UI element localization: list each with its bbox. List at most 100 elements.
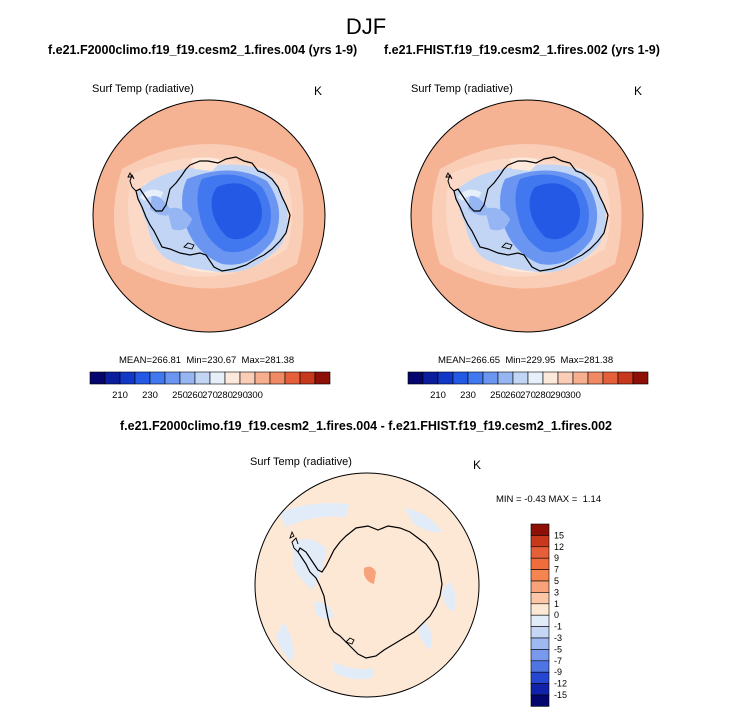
colorbar-swatch — [239, 371, 256, 385]
antarctica-coastline — [297, 525, 443, 659]
colorbar-swatch — [407, 371, 424, 385]
colorbar-tick-label: 300 — [565, 390, 581, 401]
colorbar-swatch — [254, 371, 271, 385]
antarctica-coastline — [135, 156, 291, 272]
colorbar-tick-label: 1 — [554, 599, 559, 609]
colorbar-swatch — [632, 371, 649, 385]
panel-right-case-title: f.e21.FHIST.f19_f19.cesm2_1.fires.002 (y… — [384, 43, 660, 57]
map-boundary — [410, 99, 644, 333]
panel-right-variable: Surf Temp (radiative) — [411, 83, 513, 95]
colorbar-swatch — [530, 626, 550, 639]
colorbar-swatch — [587, 371, 604, 385]
colorbar-tick-label: 250 — [172, 390, 188, 401]
panel-right-map — [410, 99, 644, 333]
colorbar-swatch — [530, 660, 550, 673]
panel-right-colorbar: 210 230 250 260 270 280 290 300 — [407, 371, 649, 401]
panel-left-units: K — [314, 84, 323, 98]
colorbar-swatch — [422, 371, 439, 385]
colorbar-swatch — [209, 371, 226, 385]
colorbar-tick-label: 290 — [232, 390, 248, 401]
colorbar-swatch — [89, 371, 106, 385]
colorbar-swatch — [530, 580, 550, 593]
diff-stats: MIN = -0.43 MAX = 1.14 — [496, 494, 602, 505]
colorbar-tick-label: -3 — [554, 633, 562, 643]
colorbar-tick-label: 280 — [535, 390, 551, 401]
panel-right-stats: MEAN=266.65 Min=229.95 Max=281.38 — [438, 355, 614, 366]
colorbar-swatch — [530, 694, 550, 707]
colorbar-swatch — [530, 671, 550, 684]
colorbar-swatch — [224, 371, 241, 385]
colorbar-tick-label: 210 — [112, 390, 128, 401]
diff-map — [254, 472, 480, 698]
panel-left-colorbar: 210 230 250 260 270 280 290 300 — [89, 371, 331, 401]
colorbar-tick-label: 9 — [554, 553, 559, 563]
cooling-patch — [279, 503, 349, 527]
map-boundary — [254, 472, 480, 698]
colorbar-swatch — [530, 557, 550, 570]
colorbar-tick-label: 15 — [554, 530, 564, 540]
colorbar-tick-label: 250 — [490, 390, 506, 401]
colorbar-swatch — [134, 371, 151, 385]
colorbar-swatch — [530, 569, 550, 582]
colorbar-tick-label: -1 — [554, 622, 562, 632]
colorbar-tick-label: 260 — [505, 390, 521, 401]
colorbar-swatch — [299, 371, 316, 385]
colorbar-swatch — [104, 371, 121, 385]
colorbar-swatch — [602, 371, 619, 385]
colorbar-swatch — [557, 371, 574, 385]
colorbar-tick-label: 3 — [554, 587, 559, 597]
colorbar-swatch — [194, 371, 211, 385]
colorbar-tick-label: 230 — [142, 390, 158, 401]
colorbar-swatch — [530, 535, 550, 548]
colorbar-tick-label: 0 — [554, 610, 559, 620]
colorbar-tick-label: 7 — [554, 565, 559, 575]
colorbar-swatch — [530, 523, 550, 536]
colorbar-tick-label: 230 — [460, 390, 476, 401]
colorbar-swatch — [527, 371, 544, 385]
panel-left-variable: Surf Temp (radiative) — [92, 83, 194, 95]
panel-left-map — [92, 99, 326, 333]
colorbar-swatch — [452, 371, 469, 385]
colorbar-swatch — [530, 683, 550, 696]
colorbar-tick-label: 280 — [217, 390, 233, 401]
colorbar-tick-label: -15 — [554, 690, 567, 700]
diff-variable: Surf Temp (radiative) — [250, 456, 352, 468]
diff-units: K — [473, 458, 482, 472]
figure-title: DJF — [345, 14, 387, 39]
panel-left-case-title: f.e21.F2000climo.f19_f19.cesm2_1.fires.0… — [48, 43, 358, 57]
diff-title: f.e21.F2000climo.f19_f19.cesm2_1.fires.0… — [120, 419, 612, 433]
colorbar-swatch — [314, 371, 331, 385]
colorbar-tick-label: 290 — [550, 390, 566, 401]
colorbar-swatch — [617, 371, 634, 385]
colorbar-swatch — [467, 371, 484, 385]
colorbar-swatch — [530, 592, 550, 605]
colorbar-tick-label: 270 — [202, 390, 218, 401]
colorbar-swatch — [437, 371, 454, 385]
colorbar-tick-label: 210 — [430, 390, 446, 401]
colorbar-swatch — [530, 614, 550, 627]
colorbar-tick-label: 300 — [247, 390, 263, 401]
colorbar-swatch — [164, 371, 181, 385]
colorbar-tick-label: -7 — [554, 656, 562, 666]
colorbar-swatch — [530, 649, 550, 662]
colorbar-tick-label: -12 — [554, 679, 567, 689]
colorbar-swatch — [530, 603, 550, 616]
colorbar-tick-label: 12 — [554, 542, 564, 552]
colorbar-swatch — [512, 371, 529, 385]
antarctica-coastline — [453, 156, 609, 272]
colorbar-swatch — [149, 371, 166, 385]
colorbar-swatch — [269, 371, 286, 385]
colorbar-tick-label: -9 — [554, 667, 562, 677]
colorbar-swatch — [530, 637, 550, 650]
colorbar-swatch — [482, 371, 499, 385]
colorbar-tick-label: 5 — [554, 576, 559, 586]
warming-patch — [364, 566, 376, 584]
colorbar-swatch — [119, 371, 136, 385]
colorbar-swatch — [572, 371, 589, 385]
colorbar-tick-label: 260 — [187, 390, 203, 401]
map-boundary — [92, 99, 326, 333]
panel-left-stats: MEAN=266.81 Min=230.67 Max=281.38 — [119, 355, 295, 366]
colorbar-tick-label: 270 — [520, 390, 536, 401]
colorbar-swatch — [179, 371, 196, 385]
panel-right-units: K — [634, 84, 643, 98]
